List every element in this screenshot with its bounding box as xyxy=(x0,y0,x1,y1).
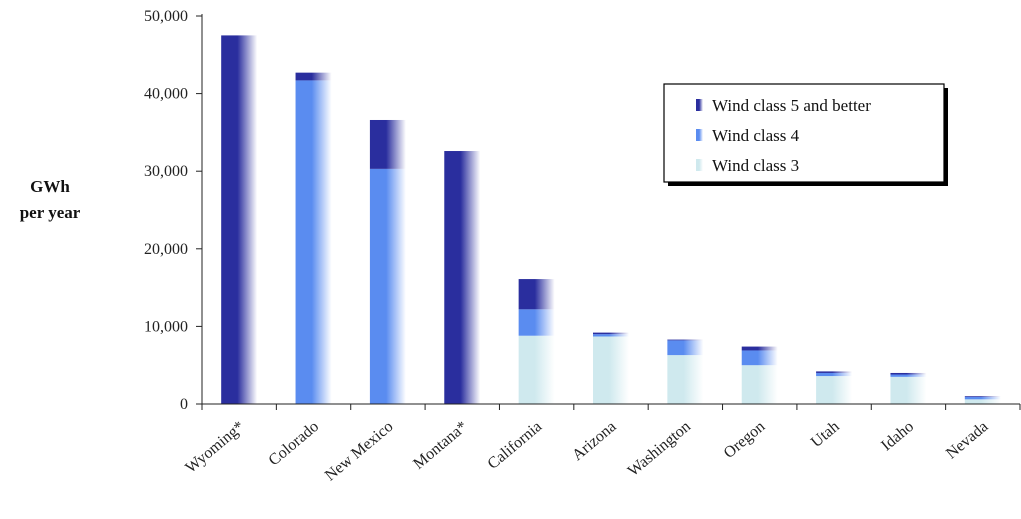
bar-nevada-wind-class-4 xyxy=(964,397,1001,400)
bar-utah-wind-class-4 xyxy=(816,372,853,377)
y-axis-label-line2: per year xyxy=(20,203,81,222)
x-tick-labels: Wyoming* Colorado New Mexico Montana* Califo… xyxy=(182,418,991,484)
y-tick-label: 40,000 xyxy=(144,86,188,103)
bar-wyoming-wind-class-5-and-better xyxy=(221,35,258,405)
bar-arizona-wind-class-3 xyxy=(593,336,629,404)
bar-washington-wind-class-5-and-better xyxy=(667,339,704,341)
x-tick-label: California xyxy=(485,418,546,473)
bar-washington-wind-class-4 xyxy=(667,340,704,356)
x-tick-label: Colorado xyxy=(266,418,323,469)
legend-box xyxy=(663,83,945,183)
x-tick-label: Idaho xyxy=(878,418,917,454)
bar-colorado-wind-class-5-and-better xyxy=(295,72,332,81)
bar-montana-wind-class-5-and-better xyxy=(444,151,481,404)
legend-swatch-wind-class-3 xyxy=(696,159,703,171)
bar-arizona-wind-class-4 xyxy=(593,334,629,337)
y-axis-label-line1: GWh xyxy=(30,177,70,196)
bar-nevada-wind-class-5-and-better xyxy=(964,396,1001,398)
x-tick-label: Arizona xyxy=(569,418,619,464)
y-ticks: 0 10,000 20,000 30,000 40,000 50,000 xyxy=(144,8,202,413)
legend-swatch-wind-class-5-and-better xyxy=(696,99,703,111)
legend-swatch-wind-class-4 xyxy=(696,129,703,141)
legend-label: Wind class 3 xyxy=(712,156,799,175)
bar-utah-wind-class-5-and-better xyxy=(816,371,853,373)
bar-idaho-wind-class-4 xyxy=(890,374,927,377)
y-tick-label: 10,000 xyxy=(144,318,188,335)
bar-colorado-wind-class-4 xyxy=(295,80,332,405)
legend: Wind class 5 and better Wind class 4 Wind … xyxy=(663,83,948,186)
x-tick-label: Oregon xyxy=(721,418,769,462)
x-tick-label: Washington xyxy=(625,418,694,480)
bar-new-mexico-wind-class-4 xyxy=(369,168,406,404)
bar-oregon-wind-class-3 xyxy=(741,365,778,404)
y-tick-label: 20,000 xyxy=(144,241,188,258)
bar-idaho-wind-class-5-and-better xyxy=(890,372,927,375)
x-tick-label: Utah xyxy=(808,418,843,451)
y-tick-label: 50,000 xyxy=(144,8,188,25)
y-tick-label: 30,000 xyxy=(144,163,188,180)
y-tick-label: 0 xyxy=(180,396,188,413)
bar-utah-wind-class-3 xyxy=(816,376,853,404)
bar-california-wind-class-5-and-better xyxy=(518,279,555,310)
legend-label: Wind class 5 and better xyxy=(712,96,871,115)
bar-oregon-wind-class-4 xyxy=(741,350,778,366)
bar-oregon-wind-class-5-and-better xyxy=(741,346,778,351)
bar-nevada-wind-class-3 xyxy=(964,399,1001,404)
bar-new-mexico-wind-class-5-and-better xyxy=(369,119,406,169)
x-tick-label: Montana* xyxy=(410,418,471,473)
x-tick-label: Wyoming* xyxy=(182,418,247,477)
bars-layer xyxy=(221,35,1001,405)
x-tick-label: Nevada xyxy=(943,418,991,462)
bar-arizona-wind-class-5-and-better xyxy=(593,332,629,335)
x-tick-label: New Mexico xyxy=(322,418,397,484)
axes-layer xyxy=(201,14,1021,410)
bar-idaho-wind-class-3 xyxy=(890,376,927,404)
bar-washington-wind-class-3 xyxy=(667,355,704,404)
bar-california-wind-class-4 xyxy=(518,309,555,336)
legend-label: Wind class 4 xyxy=(712,126,800,145)
bar-california-wind-class-3 xyxy=(518,335,555,404)
